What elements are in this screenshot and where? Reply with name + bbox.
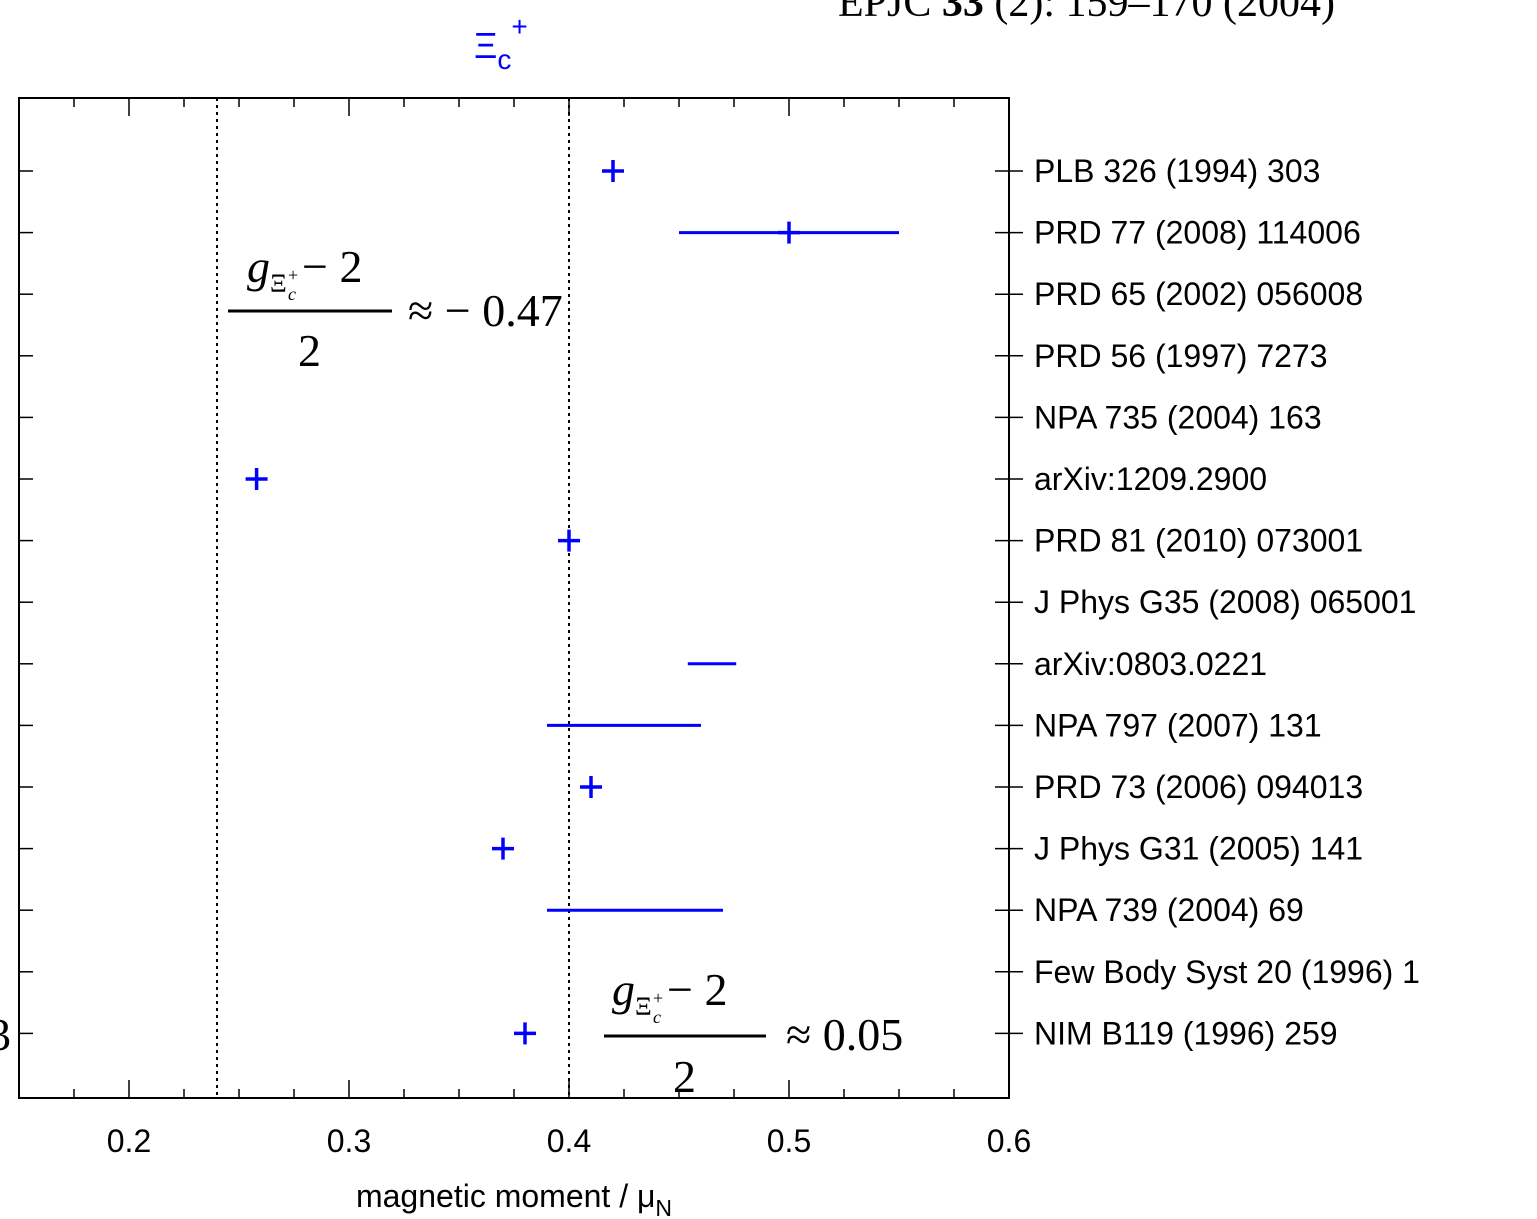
- reference-label: NIM B119 (1996) 259: [1034, 1015, 1338, 1051]
- reference-label: arXiv:0803.0221: [1034, 646, 1267, 682]
- x-axis-label-subscript: N: [655, 1195, 672, 1219]
- reference-label: PRD 77 (2008) 114006: [1034, 215, 1361, 251]
- citation-rest: (2): 159–170 (2004): [984, 0, 1335, 26]
- reference-label: NPA 739 (2004) 69: [1034, 892, 1304, 928]
- title-subscript: c: [497, 44, 511, 75]
- annotation-upper: g Ξ c + − 2 2 ≈ − 0.47: [228, 241, 563, 376]
- annotation-lower-subscript: Ξ: [635, 992, 652, 1021]
- data-marks: [245, 160, 899, 1045]
- x-tick-label: 0.2: [107, 1123, 151, 1159]
- title-superscript: +: [511, 11, 527, 42]
- annotation-lower-numerator: g: [612, 964, 635, 1015]
- x-axis-label: magnetic moment / μN: [356, 1178, 672, 1219]
- x-tick-label: 0.5: [767, 1123, 811, 1159]
- annotation-upper-denominator: 2: [298, 325, 321, 376]
- annotation-lower-denominator: 2: [673, 1051, 696, 1102]
- reference-label: NPA 735 (2004) 163: [1034, 399, 1322, 435]
- x-axis-ticks: 0.2 0.3 0.4 0.5 0.6: [18, 98, 1031, 1159]
- annotation-upper-subscript: Ξ: [270, 269, 287, 298]
- cut-left-label: 3: [0, 1009, 11, 1060]
- citation-volume: 33: [942, 0, 984, 26]
- reference-label: PRD 65 (2002) 056008: [1034, 276, 1363, 312]
- reference-label: PRD 56 (1997) 7273: [1034, 338, 1328, 374]
- reference-label: PRD 73 (2006) 094013: [1034, 769, 1363, 805]
- corner-citation: EPJC 33 (2): 159–170 (2004): [838, 0, 1335, 26]
- annotation-lower-subsub: c: [653, 1007, 661, 1027]
- reference-lines: [216, 98, 570, 1098]
- annotation-lower-subsup: +: [653, 988, 663, 1008]
- x-tick-label: 0.3: [327, 1123, 371, 1159]
- x-tick-label: 0.6: [987, 1123, 1031, 1159]
- annotation-lower: g Ξ c + − 2 2 ≈ 0.05: [604, 964, 903, 1102]
- annotation-lower-relation: ≈ 0.05: [786, 1009, 903, 1060]
- plot-frame: [18, 97, 1010, 1099]
- x-axis-label-text: magnetic moment / μ: [356, 1178, 655, 1214]
- x-tick-label: 0.4: [547, 1123, 591, 1159]
- citation-prefix: EPJC: [838, 0, 942, 26]
- reference-labels: PLB 326 (1994) 303 PRD 77 (2008) 114006 PR…: [1034, 153, 1420, 1051]
- annotation-lower-minus: − 2: [667, 964, 727, 1015]
- annotation-upper-subsub: c: [288, 284, 296, 304]
- reference-label: NPA 797 (2007) 131: [1034, 707, 1322, 743]
- title-base: Ξ: [474, 25, 497, 66]
- reference-label: J Phys G31 (2005) 141: [1034, 831, 1363, 867]
- reference-label: J Phys G35 (2008) 065001: [1034, 584, 1416, 620]
- annotation-upper-numerator: g: [247, 241, 270, 292]
- chart-title: Ξc+: [474, 11, 528, 75]
- y-axis-ticks: [19, 170, 1023, 1035]
- annotation-upper-subsup: +: [288, 265, 298, 285]
- annotation-upper-relation: ≈ − 0.47: [408, 285, 563, 336]
- annotation-upper-minus: − 2: [302, 241, 362, 292]
- reference-label: PRD 81 (2010) 073001: [1034, 523, 1363, 559]
- reference-label: PLB 326 (1994) 303: [1034, 153, 1320, 189]
- reference-label: arXiv:1209.2900: [1034, 461, 1267, 497]
- reference-label: Few Body Syst 20 (1996) 1: [1034, 954, 1420, 990]
